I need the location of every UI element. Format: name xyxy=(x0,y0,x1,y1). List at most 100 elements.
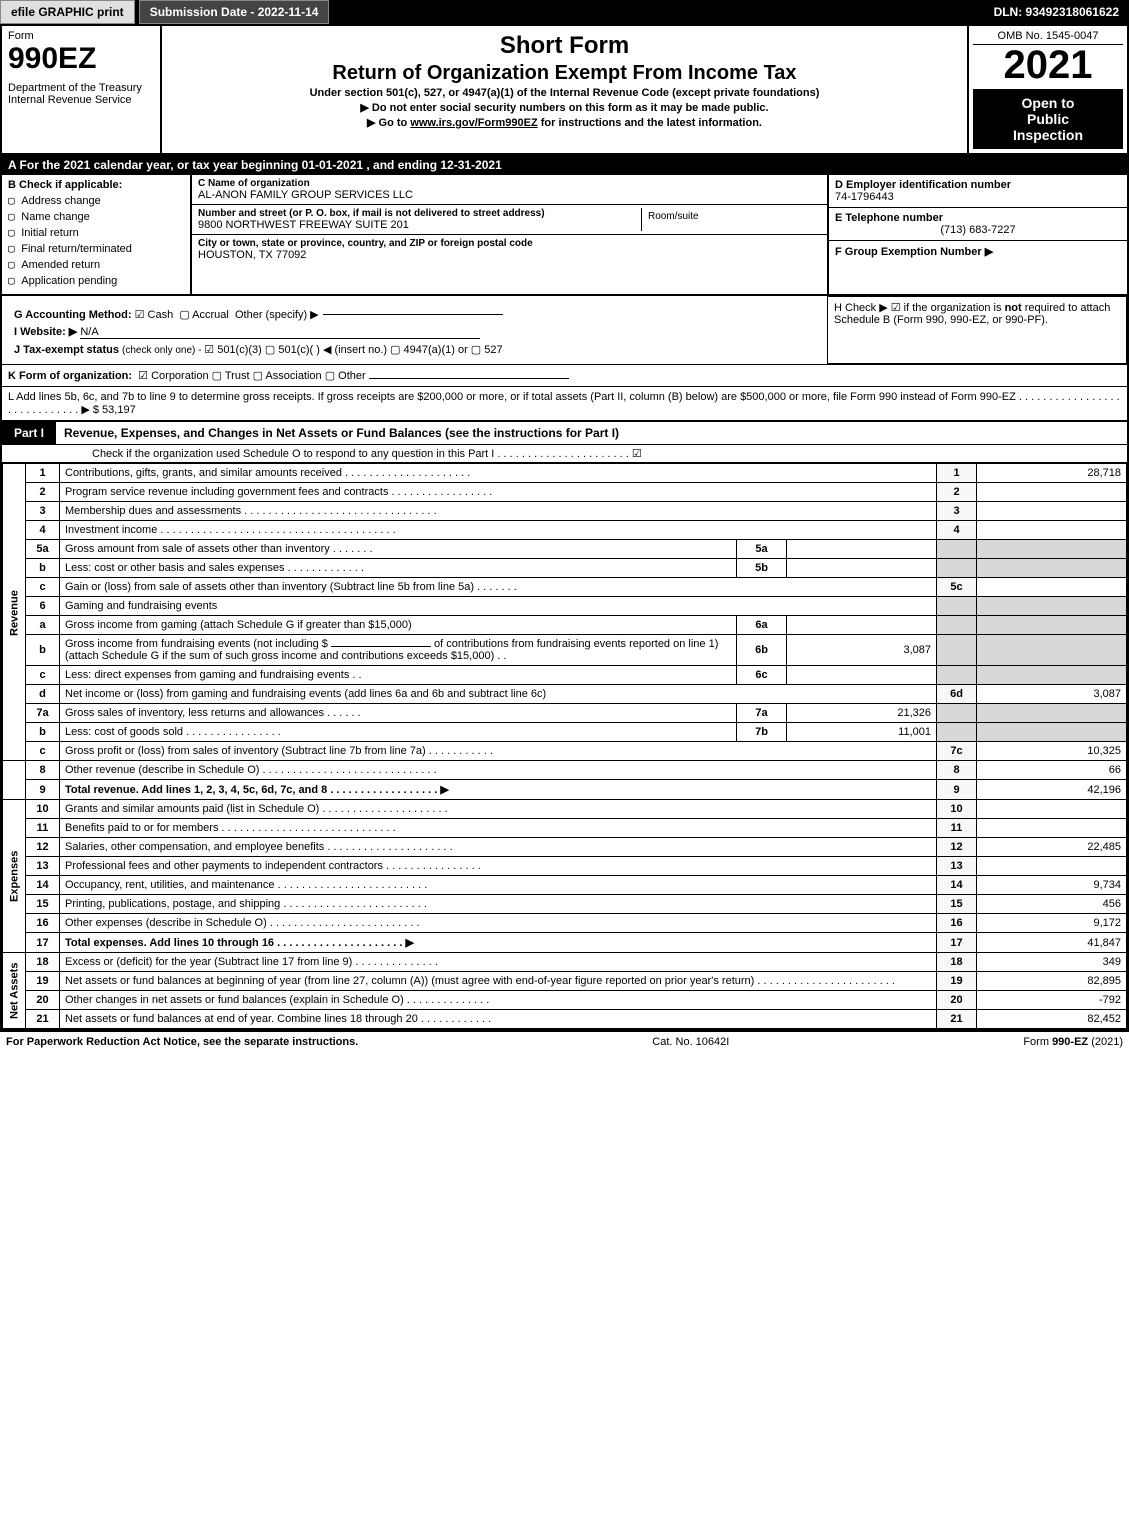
b-label: B Check if applicable: xyxy=(8,179,184,191)
gi-row: G Accounting Method: Cash Accrual Other … xyxy=(2,295,1127,364)
subval-5a xyxy=(787,540,937,559)
row-16: 16 Other expenses (describe in Schedule … xyxy=(3,914,1127,933)
amt-6b-shade xyxy=(977,635,1127,666)
desc-6b: Gross income from fundraising events (no… xyxy=(60,635,737,666)
section-b: B Check if applicable: Address change Na… xyxy=(2,175,192,294)
desc-5a: Gross amount from sale of assets other t… xyxy=(60,540,737,559)
subval-6a xyxy=(787,616,937,635)
ln-17: 17 xyxy=(26,933,60,953)
dept-label: Department of the Treasury xyxy=(8,82,154,94)
open-line3: Inspection xyxy=(977,127,1119,143)
sub-7a: 7a xyxy=(737,704,787,723)
section-d: D Employer identification number 74-1796… xyxy=(829,175,1127,208)
city-state-zip: HOUSTON, TX 77092 xyxy=(198,249,821,261)
box-16: 16 xyxy=(937,914,977,933)
sub-7b: 7b xyxy=(737,723,787,742)
box-17: 17 xyxy=(937,933,977,953)
row-14: 14 Occupancy, rent, utilities, and maint… xyxy=(3,876,1127,895)
amt-10 xyxy=(977,800,1127,819)
g-accrual[interactable]: Accrual xyxy=(179,308,229,321)
org-name: AL-ANON FAMILY GROUP SERVICES LLC xyxy=(198,189,821,201)
goto-post: for instructions and the latest informat… xyxy=(538,117,762,129)
amt-6-shade xyxy=(977,597,1127,616)
row-21: 21 Net assets or fund balances at end of… xyxy=(3,1010,1127,1029)
check-name-change[interactable]: Name change xyxy=(8,210,184,223)
sub-6c: 6c xyxy=(737,666,787,685)
open-line1: Open to xyxy=(977,95,1119,111)
desc-6c: Less: direct expenses from gaming and fu… xyxy=(60,666,737,685)
k-options[interactable]: ☑ Corporation ▢ Trust ▢ Association ▢ Ot… xyxy=(138,370,366,382)
amt-8: 66 xyxy=(977,761,1127,780)
amt-9: 42,196 xyxy=(977,780,1127,800)
line-l: L Add lines 5b, 6c, and 7b to line 9 to … xyxy=(2,386,1127,420)
g-other[interactable]: Other (specify) ▶ xyxy=(235,308,319,321)
check-final-return[interactable]: Final return/terminated xyxy=(8,242,184,255)
part1-title: Revenue, Expenses, and Changes in Net As… xyxy=(56,422,1127,444)
section-c: C Name of organization AL-ANON FAMILY GR… xyxy=(192,175,827,294)
header-right: OMB No. 1545-0047 2021 Open to Public In… xyxy=(967,26,1127,153)
goto-line: ▶ Go to www.irs.gov/Form990EZ for instru… xyxy=(170,116,959,129)
irs-link[interactable]: www.irs.gov/Form990EZ xyxy=(410,117,537,129)
subval-7a: 21,326 xyxy=(787,704,937,723)
k-label: K Form of organization: xyxy=(8,370,132,382)
open-inspection-box: Open to Public Inspection xyxy=(973,89,1123,149)
amt-7b-shade xyxy=(977,723,1127,742)
check-pending[interactable]: Application pending xyxy=(8,274,184,287)
check-amended[interactable]: Amended return xyxy=(8,258,184,271)
row-7c: c Gross profit or (loss) from sales of i… xyxy=(3,742,1127,761)
row-7a: 7a Gross sales of inventory, less return… xyxy=(3,704,1127,723)
row-20: 20 Other changes in net assets or fund b… xyxy=(3,991,1127,1010)
desc-6d: Net income or (loss) from gaming and fun… xyxy=(60,685,937,704)
desc-11: Benefits paid to or for members . . . . … xyxy=(60,819,937,838)
box-5b-shade xyxy=(937,559,977,578)
topbar-left: efile GRAPHIC print Submission Date - 20… xyxy=(0,0,329,24)
row-13: 13 Professional fees and other payments … xyxy=(3,857,1127,876)
box-21: 21 xyxy=(937,1010,977,1029)
ln-2: 2 xyxy=(26,483,60,502)
h-not: not xyxy=(1005,302,1022,314)
header-center: Short Form Return of Organization Exempt… xyxy=(162,26,967,153)
street-address: 9800 NORTHWEST FREEWAY SUITE 201 xyxy=(198,219,641,231)
ln-13: 13 xyxy=(26,857,60,876)
desc-18: Excess or (deficit) for the year (Subtra… xyxy=(60,953,937,972)
sub-6b: 6b xyxy=(737,635,787,666)
efile-print-button[interactable]: efile GRAPHIC print xyxy=(0,0,135,24)
g-other-blank[interactable] xyxy=(323,314,503,315)
desc-7a: Gross sales of inventory, less returns a… xyxy=(60,704,737,723)
desc-6a: Gross income from gaming (attach Schedul… xyxy=(60,616,737,635)
line-i: I Website: ▶ N/A xyxy=(8,323,811,341)
ln-8: 8 xyxy=(26,761,60,780)
header-left: Form 990EZ Department of the Treasury In… xyxy=(2,26,162,153)
form-header: Form 990EZ Department of the Treasury In… xyxy=(2,26,1127,155)
row-15: 15 Printing, publications, postage, and … xyxy=(3,895,1127,914)
g-cash[interactable]: Cash xyxy=(135,308,174,321)
goto-pre: ▶ Go to xyxy=(367,117,410,129)
row-5b: b Less: cost or other basis and sales ex… xyxy=(3,559,1127,578)
section-e: E Telephone number (713) 683-7227 xyxy=(829,208,1127,241)
check-address-change[interactable]: Address change xyxy=(8,194,184,207)
part1-header: Part I Revenue, Expenses, and Changes in… xyxy=(2,420,1127,445)
desc-13: Professional fees and other payments to … xyxy=(60,857,937,876)
subval-6b: 3,087 xyxy=(787,635,937,666)
amt-18: 349 xyxy=(977,953,1127,972)
k-blank[interactable] xyxy=(369,378,569,379)
ln-11: 11 xyxy=(26,819,60,838)
footer-left: For Paperwork Reduction Act Notice, see … xyxy=(6,1036,358,1048)
amt-19: 82,895 xyxy=(977,972,1127,991)
desc-7c: Gross profit or (loss) from sales of inv… xyxy=(60,742,937,761)
city-label: City or town, state or province, country… xyxy=(198,238,821,249)
street-label: Number and street (or P. O. box, if mail… xyxy=(198,208,641,219)
form-word: Form xyxy=(8,30,154,42)
check-initial-return[interactable]: Initial return xyxy=(8,226,184,239)
top-bar: efile GRAPHIC print Submission Date - 20… xyxy=(0,0,1129,24)
i-label: I Website: ▶ xyxy=(14,326,77,338)
ein-value: 74-1796443 xyxy=(835,191,1121,203)
amt-12: 22,485 xyxy=(977,838,1127,857)
amt-2 xyxy=(977,483,1127,502)
desc-5c: Gain or (loss) from sale of assets other… xyxy=(60,578,937,597)
j-options[interactable]: ☑ 501(c)(3) ▢ 501(c)( ) ◀ (insert no.) ▢… xyxy=(204,344,502,356)
section-def: D Employer identification number 74-1796… xyxy=(827,175,1127,294)
row-10: Expenses 10 Grants and similar amounts p… xyxy=(3,800,1127,819)
row-5c: c Gain or (loss) from sale of assets oth… xyxy=(3,578,1127,597)
amt-6a-shade xyxy=(977,616,1127,635)
